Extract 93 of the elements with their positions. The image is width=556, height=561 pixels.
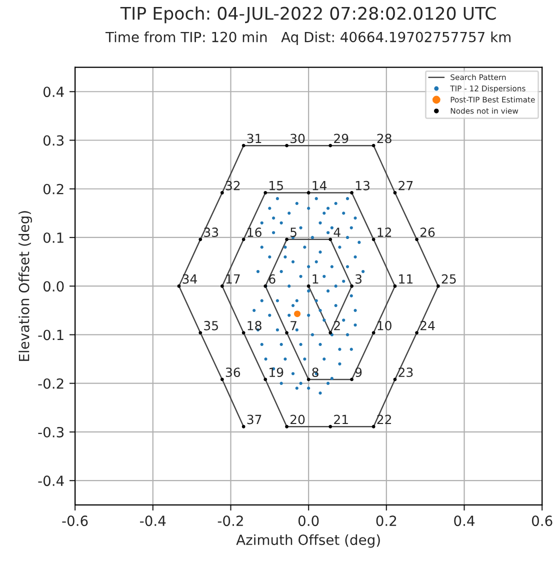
annotation: 32 [226, 180, 240, 190]
point [306, 378, 310, 382]
y-tick-label: 0.1 [43, 232, 64, 243]
annotation: 16 [248, 228, 262, 238]
point [264, 378, 268, 382]
chart-subtitle: Time from TIP: 120 min Aq Dist: 40664.19702757757 km [105, 32, 510, 45]
annotation: 36 [226, 368, 240, 378]
y-tick-label: -0.3 [38, 426, 64, 438]
annotation: 24 [420, 320, 435, 330]
point [285, 238, 288, 242]
x-tick-label: 0.4 [454, 516, 475, 526]
point [328, 238, 332, 242]
point [372, 331, 376, 334]
point [350, 378, 354, 382]
point [372, 238, 376, 242]
annotation: 4 [334, 228, 340, 237]
annotation: 35 [204, 320, 218, 330]
annotation: 21 [334, 414, 348, 424]
point [328, 424, 332, 428]
point [285, 424, 288, 428]
annotation: 1 [312, 274, 318, 284]
annotation: 10 [378, 320, 392, 330]
line-series [178, 144, 439, 428]
annotation: 14 [312, 181, 327, 190]
point [285, 331, 288, 334]
annotation: 12 [378, 228, 392, 237]
annotation: 23 [398, 368, 413, 378]
point [242, 424, 246, 428]
annotation: 5 [290, 228, 296, 238]
y-tick-label: -0.1 [38, 330, 64, 340]
annotation: 13 [356, 180, 370, 190]
annotation: 26 [420, 228, 435, 238]
y-tick-label: 0.2 [43, 184, 64, 194]
point [306, 284, 310, 288]
point [415, 238, 418, 242]
x-axis-title: Azimuth Offset (deg) [236, 534, 380, 548]
y-axis-title: Elevation Offset (deg) [18, 211, 32, 361]
annotation: 30 [290, 134, 305, 144]
point [350, 191, 354, 194]
point [393, 284, 397, 288]
point [177, 284, 181, 288]
annotation: 33 [204, 228, 218, 238]
annotation: 22 [377, 414, 392, 424]
annotation: 18 [248, 320, 262, 330]
annotation: 11 [399, 274, 413, 284]
annotation: 19 [270, 368, 284, 378]
annotation: 6 [269, 274, 276, 284]
x-tick-label: -0.2 [218, 516, 243, 526]
annotation: 29 [334, 134, 348, 144]
x-tick-label: -0.6 [62, 516, 88, 526]
annotation: 34 [182, 274, 197, 284]
point [220, 378, 224, 382]
annotation: 31 [247, 134, 262, 144]
point [372, 424, 376, 428]
annotation: 28 [377, 134, 392, 144]
annotation: 17 [226, 274, 240, 284]
point [350, 284, 354, 288]
chart-title: TIP Epoch: 04-JUL-2022 07:28:02.0120 UTC [120, 6, 496, 24]
x-tick-label: -0.4 [140, 516, 166, 526]
y-tick-label: -0.4 [38, 476, 64, 486]
x-tick-label: 0.6 [532, 516, 552, 526]
point [242, 238, 246, 242]
y-tick-label: 0.4 [43, 86, 64, 98]
point [198, 331, 202, 334]
point [220, 191, 224, 194]
point [306, 191, 310, 194]
annotation: 15 [270, 181, 283, 190]
point [294, 310, 301, 318]
point [393, 191, 397, 194]
point [242, 144, 246, 148]
point [415, 331, 418, 334]
x-tick-label: 0.0 [298, 516, 319, 526]
annotation: 7 [290, 321, 296, 330]
annotation: 9 [355, 368, 362, 378]
y-tick-label: 0.0 [43, 281, 64, 292]
point [198, 238, 202, 242]
x-tick-label: 0.2 [376, 516, 396, 526]
point [264, 191, 268, 194]
point [436, 284, 440, 288]
point [328, 144, 332, 148]
point [220, 284, 224, 288]
annotation: 3 [356, 274, 362, 284]
annotation: 20 [290, 414, 305, 424]
point [372, 144, 376, 148]
annotation: 25 [442, 274, 456, 284]
annotation: 27 [398, 180, 413, 190]
annotation: 37 [247, 414, 262, 424]
y-tick-label: 0.3 [43, 135, 64, 146]
point [242, 331, 246, 334]
y-tick-label: -0.2 [38, 378, 64, 389]
point [285, 144, 288, 148]
annotation: 8 [312, 368, 318, 378]
annotation: 2 [334, 320, 340, 330]
